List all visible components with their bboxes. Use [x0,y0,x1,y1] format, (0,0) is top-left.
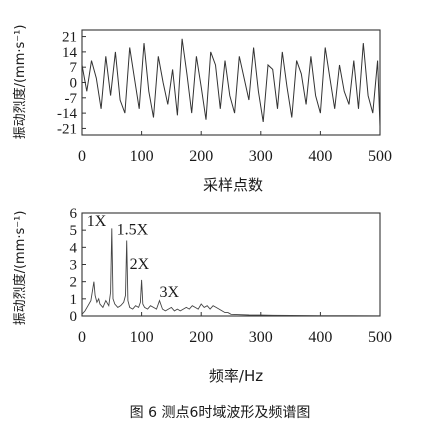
y-tick-label: 4 [70,240,78,256]
x-tick-label: 0 [78,329,86,346]
figure-caption: 图 6 测点6时域波形及频谱图 [130,405,311,421]
time-domain-x-ticks: 0 100 200 300 400 500 [78,131,392,165]
peak-annotation: 3X [159,284,179,301]
y-tick-label: 0 [70,309,78,325]
time-domain-y-axis-label: 振动烈度/(mm·s⁻¹) [12,25,28,140]
x-tick-label: 300 [249,148,273,165]
x-tick-label: 500 [368,329,392,346]
y-tick-label: 21 [62,30,77,46]
x-tick-label: 0 [78,148,86,165]
x-tick-label: 200 [189,148,213,165]
y-tick-label: 1 [70,292,78,308]
y-tick-label: 5 [70,223,78,239]
x-tick-label: 300 [249,329,273,346]
y-tick-label: 14 [62,45,78,61]
peak-annotation: 2X [130,256,150,273]
y-tick-label: 0 [70,76,78,92]
peak-annotation: 1.5X [117,221,149,238]
x-tick-label: 400 [308,148,332,165]
y-tick-label: -21 [57,121,77,137]
spectrum-line [81,228,381,317]
spectrum-y-axis-label: 振动烈度/(mm·s⁻¹) [12,211,28,326]
y-tick-label: -14 [57,106,77,122]
x-tick-label: 100 [130,148,154,165]
spectrum-annotations: 1X 1.5X 2X 3X [87,213,180,301]
y-tick-label: 2 [70,275,78,291]
x-tick-label: 100 [130,329,154,346]
x-tick-label: 500 [368,148,392,165]
spectrum-x-ticks: 0 100 200 300 400 500 [78,312,392,346]
time-domain-waveform-line [81,38,381,127]
y-tick-label: 3 [70,258,78,274]
time-domain-x-axis-label: 采样点数 [203,176,263,194]
y-tick-label: 7 [70,60,78,76]
x-tick-label: 200 [189,329,213,346]
spectrum-x-axis-label: 频率/Hz [209,367,263,385]
peak-annotation: 1X [87,213,107,230]
y-tick-label: -7 [65,91,78,107]
y-tick-label: 6 [70,206,78,222]
x-tick-label: 400 [308,329,332,346]
